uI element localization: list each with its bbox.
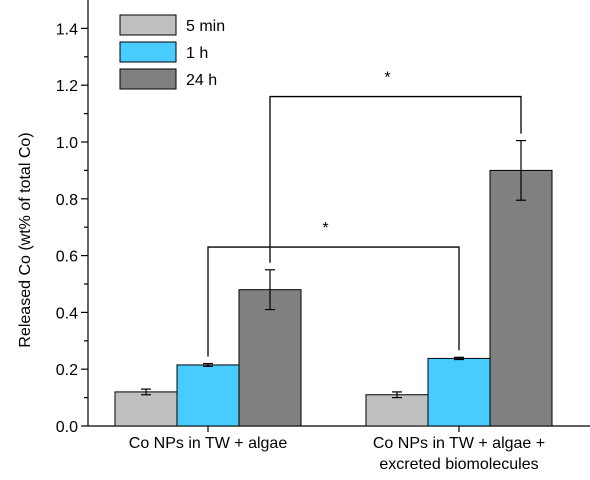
y-tick-label: 0.6	[56, 249, 78, 266]
x-category-label: excreted biomolecules	[379, 456, 538, 473]
significance-bracket	[207, 246, 460, 357]
bar	[365, 394, 429, 427]
significance-bracket	[269, 95, 522, 263]
legend-label: 5 min	[186, 18, 225, 35]
significance-marker: *	[384, 70, 390, 87]
x-category-label: Co NPs in TW + algae	[129, 435, 288, 452]
y-tick-label: 0.0	[56, 419, 78, 436]
y-tick-label: 0.4	[56, 305, 78, 322]
bar	[489, 169, 553, 427]
legend-swatch	[119, 68, 177, 90]
bar	[114, 391, 178, 427]
x-category-label: Co NPs in TW + algae +	[373, 435, 545, 452]
y-tick-label: 1.0	[56, 135, 78, 152]
bar	[238, 289, 302, 427]
y-tick-label: 0.8	[56, 192, 78, 209]
y-tick-label: 1.4	[56, 21, 78, 38]
y-axis-title: Released Co (wt% of total Co)	[17, 132, 34, 347]
significance-marker: *	[322, 220, 328, 237]
bar	[427, 357, 491, 427]
legend-label: 1 h	[186, 45, 208, 62]
legend-swatch	[119, 14, 177, 36]
y-tick-label: 1.2	[56, 78, 78, 95]
y-tick-label: 0.2	[56, 362, 78, 379]
legend-label: 24 h	[186, 72, 217, 89]
legend-swatch	[119, 41, 177, 63]
bar	[176, 364, 240, 427]
